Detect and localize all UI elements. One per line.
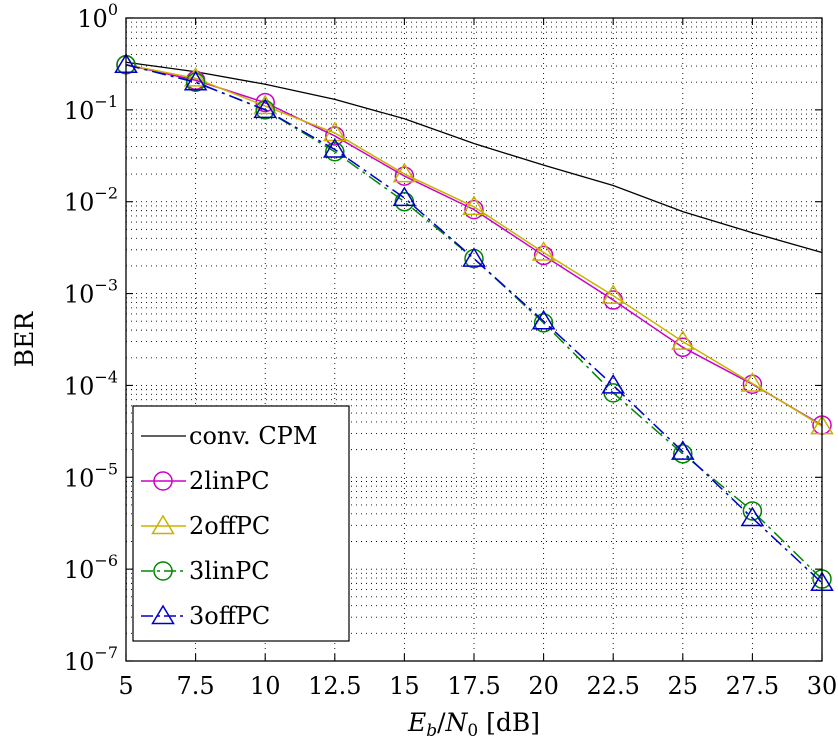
axis-ticks (125, 17, 823, 662)
y-tick-label: 10−5 (64, 459, 118, 492)
x-tick-label: 22.5 (586, 672, 639, 700)
x-axis-title-slash: / (437, 708, 446, 737)
data-point-triangle (462, 195, 486, 216)
data-point-triangle (740, 506, 765, 527)
data-point-triangle (253, 94, 278, 115)
tick-labels: 5 7.5 10 12.5 15 17.5 20 22.5 25 27.5 3010010−110−… (64, 0, 837, 700)
x-axis-title: Eb/N0 [dB] (407, 708, 540, 741)
y-tick-label-base: 10 (64, 97, 95, 125)
y-tick-label-base: 10 (64, 648, 95, 676)
y-tick-label-exponent: 0 (108, 0, 118, 19)
data-point-triangle (253, 98, 278, 119)
data-point-circle (394, 166, 415, 186)
series-line (125, 63, 823, 426)
y-tick-label-base: 10 (64, 281, 95, 309)
x-tick-label: 5 (118, 672, 133, 700)
series-line (125, 63, 823, 427)
series-1 (125, 61, 823, 254)
legend-swatch-marker (153, 471, 173, 491)
y-tick-label-base: 10 (64, 464, 95, 492)
y-tick-label: 10−1 (64, 92, 118, 125)
y-axis-title: BER (10, 311, 39, 368)
legend: conv. CPM 2linPC 2offPC 3linPC 3offPC (132, 405, 350, 642)
data-point-circle (533, 313, 554, 333)
series-line (125, 63, 823, 584)
x-tick-label: 15 (389, 672, 420, 700)
legend-label: 2linPC (189, 467, 270, 495)
data-point-triangle (670, 330, 695, 350)
y-tick-label: 10−6 (64, 551, 118, 584)
data-point-triangle (392, 186, 417, 207)
y-tick-label-exponent: −7 (94, 643, 118, 662)
legend-label: 3offPC (189, 602, 270, 630)
y-tick-label-exponent: −3 (94, 276, 118, 295)
x-tick-label: 27.5 (726, 672, 779, 700)
legend-label: 3linPC (189, 557, 270, 585)
data-point-circle (533, 245, 554, 266)
x-axis-title-zero: 0 (467, 721, 478, 741)
y-tick-label-base: 10 (77, 5, 108, 33)
data-point-triangle (392, 162, 417, 183)
y-tick-label-base: 10 (64, 189, 95, 217)
legend-box (132, 405, 350, 642)
x-axis-title-e: E (407, 708, 426, 737)
series-3 (114, 53, 834, 435)
data-point-triangle (670, 440, 695, 460)
series-line (125, 61, 823, 254)
y-tick-label-exponent: −6 (94, 551, 118, 570)
y-tick-label-exponent: −5 (94, 459, 118, 478)
y-tick-label: 10−2 (64, 184, 118, 217)
legend-swatch-marker (153, 561, 173, 581)
legend-swatch-marker (151, 604, 175, 625)
data-point-circle (325, 126, 345, 146)
x-axis-title-n: N (445, 708, 469, 737)
x-tick-label: 25 (668, 672, 699, 700)
x-tick-label: 7.5 (177, 672, 215, 700)
legend-swatch-marker (151, 514, 175, 535)
x-tick-label: 12.5 (308, 672, 361, 700)
data-point-circle (673, 444, 693, 464)
y-tick-label-exponent: −2 (94, 184, 118, 203)
y-tick-label-exponent: −4 (94, 367, 118, 386)
data-point-triangle (462, 247, 486, 267)
y-tick-label: 10−7 (64, 643, 118, 676)
y-tick-label: 10−3 (64, 276, 118, 309)
y-tick-label: 10−4 (64, 367, 118, 400)
data-point-triangle (183, 66, 208, 87)
data-point-circle (742, 374, 763, 394)
x-tick-label: 20 (528, 672, 559, 700)
x-axis-title-unit: [dB] (478, 708, 540, 737)
data-point-circle (742, 501, 763, 521)
data-point-triangle (601, 284, 626, 304)
y-tick-label-base: 10 (64, 372, 95, 400)
y-tick-label: 100 (77, 0, 118, 33)
data-point-circle (325, 141, 345, 162)
x-tick-label: 10 (250, 672, 281, 700)
series-2 (116, 54, 832, 435)
x-tick-label: 17.5 (447, 672, 500, 700)
legend-label: 2offPC (189, 512, 270, 540)
x-tick-label: 30 (807, 672, 838, 700)
data-point-triangle (601, 373, 626, 394)
y-tick-label-base: 10 (64, 556, 95, 584)
y-tick-label-exponent: −1 (94, 92, 118, 111)
data-point-triangle (322, 138, 347, 158)
data-point-triangle (183, 70, 208, 91)
data-point-triangle (740, 372, 765, 392)
data-point-circle (464, 199, 484, 220)
legend-label: conv. CPM (189, 422, 317, 450)
x-axis-title-b: b (426, 721, 437, 741)
data-point-triangle (531, 309, 556, 330)
data-point-triangle (531, 241, 556, 261)
